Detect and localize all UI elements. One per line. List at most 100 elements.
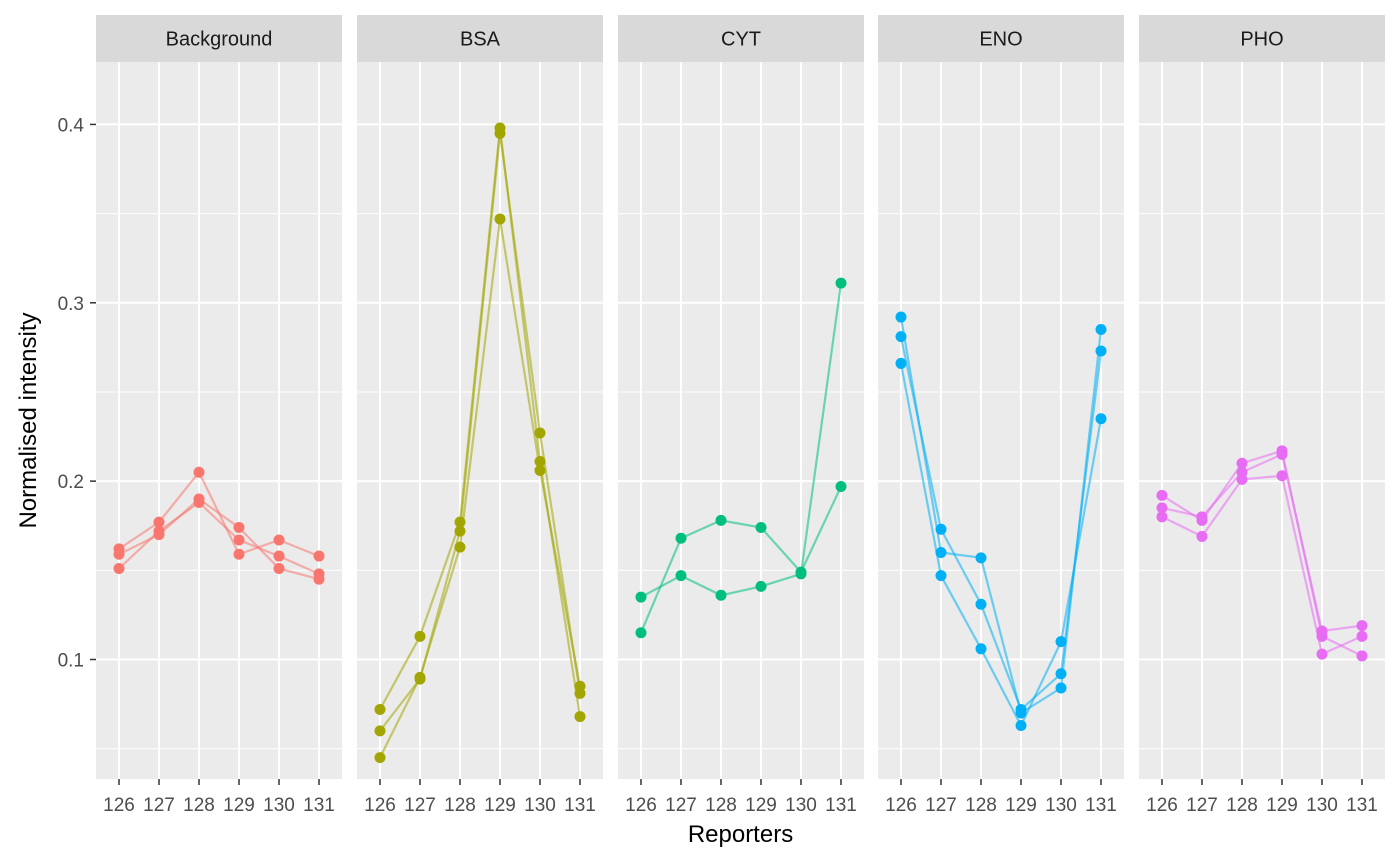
- facet-strip-label: Background: [166, 29, 273, 51]
- series-line: [379, 218, 582, 759]
- y-axis-title: Normalised intensity: [15, 312, 42, 528]
- x-tick-label: 127: [143, 795, 175, 816]
- x-tick-label: 126: [885, 795, 917, 816]
- data-point: [975, 598, 987, 610]
- x-tick-label: 130: [263, 795, 295, 816]
- series-line: [640, 283, 843, 599]
- series-line: [1161, 474, 1363, 656]
- x-tick-label: 126: [625, 795, 657, 816]
- series-line: [379, 133, 582, 732]
- data-point: [574, 680, 586, 692]
- x-tick-label: 130: [1306, 795, 1338, 816]
- data-point: [975, 643, 987, 655]
- data-point: [1316, 648, 1328, 660]
- facet-panels: Background 126 127 128 129 130 131 BSA 126 127 128…: [96, 15, 1385, 816]
- data-point: [233, 534, 245, 546]
- y-tick-label: 0.3: [58, 294, 84, 315]
- data-point: [975, 552, 987, 564]
- data-point: [454, 516, 466, 528]
- x-tick-label: 131: [825, 795, 857, 816]
- data-point: [534, 456, 546, 468]
- data-point: [534, 464, 546, 476]
- data-point: [313, 550, 325, 562]
- data-point: [1015, 703, 1027, 715]
- facet-panel-pho: PHO 126 127 128 129 130 131: [1139, 15, 1385, 816]
- x-tick-label: 126: [364, 795, 396, 816]
- series-line: [639, 486, 842, 634]
- panel-background: [878, 62, 1124, 779]
- data-point: [755, 580, 767, 592]
- data-point: [153, 516, 165, 528]
- facet-panel-cyt: CYT 126 127 128 129 130 131: [618, 15, 864, 816]
- data-point: [193, 466, 205, 478]
- x-tick-label: 130: [524, 795, 556, 816]
- data-point: [675, 570, 687, 582]
- data-point: [1095, 413, 1107, 425]
- x-tick-label: 129: [1266, 795, 1298, 816]
- data-point: [534, 427, 546, 439]
- facet-panel-eno: ENO 126 127 128 129 130 131: [878, 15, 1124, 816]
- data-point: [1356, 630, 1368, 642]
- data-point: [1055, 636, 1067, 648]
- data-point: [1095, 345, 1107, 357]
- x-tick-label: 128: [1226, 795, 1258, 816]
- data-point: [1156, 489, 1168, 501]
- facet-strip: [1139, 15, 1385, 62]
- data-point: [1236, 457, 1248, 469]
- data-point: [1356, 620, 1368, 632]
- data-point: [153, 525, 165, 537]
- y-tick-label: 0.1: [58, 651, 84, 672]
- data-point: [715, 514, 727, 526]
- data-point: [1196, 511, 1208, 523]
- y-axis: 0.1 0.2 0.3 0.4: [58, 115, 96, 672]
- data-point: [895, 357, 907, 369]
- data-point: [1196, 530, 1208, 542]
- x-tick-label: 126: [1146, 795, 1178, 816]
- x-tick-label: 131: [564, 795, 596, 816]
- facet-strip-label: PHO: [1240, 29, 1283, 51]
- series-line: [899, 363, 1103, 728]
- facet-strip: [618, 15, 864, 62]
- y-tick-label: 0.4: [58, 115, 85, 136]
- series-line: [118, 501, 320, 575]
- data-point: [755, 522, 767, 534]
- data-point: [1156, 502, 1168, 514]
- data-point: [635, 591, 647, 603]
- data-point: [1055, 682, 1067, 694]
- x-tick-label: 128: [183, 795, 215, 816]
- data-point: [1156, 511, 1168, 523]
- data-point: [835, 480, 847, 492]
- data-point: [795, 566, 807, 578]
- x-tick-label: 127: [404, 795, 436, 816]
- x-tick-label: 127: [925, 795, 957, 816]
- data-point: [1236, 473, 1248, 485]
- x-tick-label: 126: [103, 795, 135, 816]
- data-point: [374, 703, 386, 715]
- data-point: [1055, 668, 1067, 680]
- facet-panel-bsa: BSA 126 127 128 129 130 131: [357, 15, 603, 816]
- facet-strip-label: ENO: [979, 29, 1022, 51]
- data-point: [1276, 448, 1288, 460]
- x-tick-label: 129: [223, 795, 255, 816]
- x-tick-label: 131: [1085, 795, 1117, 816]
- data-point: [374, 752, 386, 764]
- data-point: [454, 525, 466, 537]
- data-point: [715, 589, 727, 601]
- x-tick-label: 128: [705, 795, 737, 816]
- panel-background: [618, 62, 864, 779]
- data-point: [414, 630, 426, 642]
- data-point: [454, 541, 466, 553]
- series-line: [1161, 452, 1363, 633]
- x-tick-label: 128: [444, 795, 476, 816]
- data-point: [895, 311, 907, 323]
- facet-strip-label: BSA: [460, 29, 501, 51]
- data-point: [414, 671, 426, 683]
- data-point: [193, 497, 205, 509]
- data-point: [1356, 650, 1368, 662]
- x-tick-label: 127: [665, 795, 697, 816]
- x-tick-label: 129: [484, 795, 516, 816]
- data-point: [273, 550, 285, 562]
- data-point: [574, 711, 586, 723]
- data-point: [494, 213, 506, 225]
